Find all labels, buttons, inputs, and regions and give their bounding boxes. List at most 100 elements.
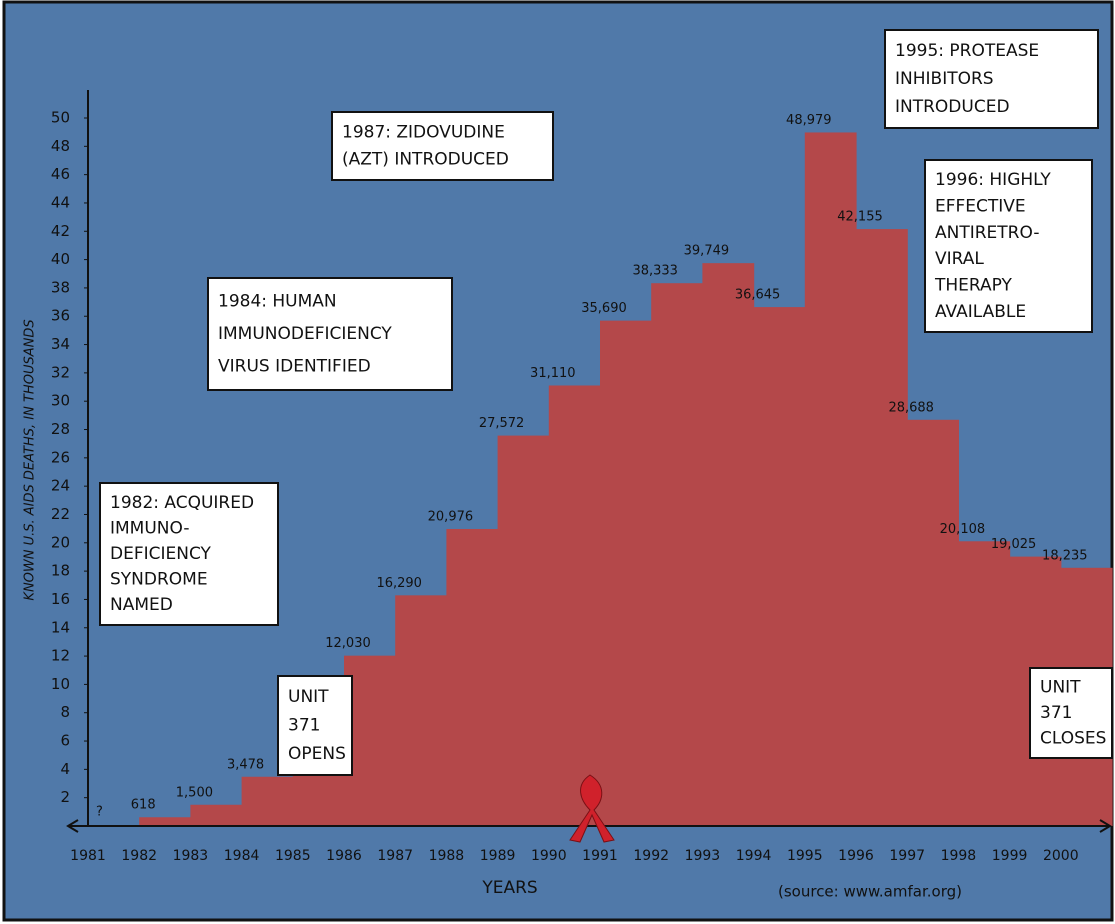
y-tick-label: 34 xyxy=(51,335,70,353)
y-tick-label: 24 xyxy=(51,477,70,495)
area-step xyxy=(242,777,294,826)
y-tick-label: 36 xyxy=(51,307,70,325)
area-step xyxy=(958,541,1010,826)
area-step xyxy=(907,420,959,826)
y-tick-label: 38 xyxy=(51,278,70,296)
x-tick-label: 1983 xyxy=(173,848,209,864)
y-tick-label: 48 xyxy=(51,137,70,155)
annotation-text: (AZT) INTRODUCED xyxy=(342,150,509,170)
annotation-text: 1996: HIGHLY xyxy=(935,170,1051,190)
value-label: 48,979 xyxy=(786,113,832,128)
area-step xyxy=(395,595,447,826)
annotation: 1984: HUMANIMMUNODEFICIENCYVIRUS IDENTIF… xyxy=(208,278,452,390)
annotation-text: INHIBITORS xyxy=(895,69,994,89)
y-tick-label: 28 xyxy=(51,420,70,438)
annotation-text: UNIT xyxy=(1040,678,1081,698)
value-label: 3,478 xyxy=(227,757,264,772)
annotation-text: 1987: ZIDOVUDINE xyxy=(342,123,505,143)
y-tick-label: 18 xyxy=(51,562,70,580)
area-step xyxy=(600,321,652,826)
annotation-text: IMMUNO- xyxy=(110,518,190,538)
y-tick-label: 12 xyxy=(51,647,70,665)
value-label: 42,155 xyxy=(837,210,883,225)
value-label: 1,500 xyxy=(176,785,213,800)
annotation-text: ANTIRETRO- xyxy=(935,223,1039,243)
x-tick-label: 1992 xyxy=(633,848,669,864)
value-label: ? xyxy=(96,805,103,820)
annotation-text: DEFICIENCY xyxy=(110,544,212,564)
y-tick-label: 44 xyxy=(51,193,70,211)
annotation-text: 1982: ACQUIRED xyxy=(110,493,254,513)
area-step xyxy=(190,805,242,826)
y-tick-label: 16 xyxy=(51,590,70,608)
y-tick-label: 26 xyxy=(51,448,70,466)
x-tick-label: 1990 xyxy=(531,848,567,864)
x-tick-label: 1996 xyxy=(838,848,874,864)
y-tick-label: 8 xyxy=(60,703,70,721)
annotation-text: SYNDROME xyxy=(110,570,208,590)
x-tick-label: 1991 xyxy=(582,848,618,864)
x-tick-label: 1981 xyxy=(70,848,106,864)
annotation-text: 371 xyxy=(288,716,320,736)
x-tick-label: 1999 xyxy=(992,848,1028,864)
y-tick-label: 42 xyxy=(51,222,70,240)
area-step xyxy=(856,229,908,826)
annotation-text: UNIT xyxy=(288,687,329,707)
y-tick-label: 22 xyxy=(51,505,70,523)
area-step xyxy=(498,436,550,826)
area-step xyxy=(139,817,191,826)
y-tick-label: 46 xyxy=(51,165,70,183)
annotation-text: OPENS xyxy=(288,744,346,764)
y-tick-label: 10 xyxy=(51,675,70,693)
y-tick-label: 4 xyxy=(60,760,70,778)
y-tick-label: 30 xyxy=(51,392,70,410)
annotation-text: THERAPY xyxy=(934,276,1013,296)
value-label: 31,110 xyxy=(530,366,576,381)
value-label: 12,030 xyxy=(325,636,371,651)
x-tick-label: 2000 xyxy=(1043,848,1079,864)
value-label: 39,749 xyxy=(684,244,730,259)
x-tick-label: 1995 xyxy=(787,848,823,864)
y-tick-label: 20 xyxy=(51,533,70,551)
y-tick-label: 6 xyxy=(60,732,70,750)
page: KNOWN U.S. AIDS DEATHS, IN THOUSANDS YEA… xyxy=(0,0,1115,924)
annotation-text: 1984: HUMAN xyxy=(218,291,337,311)
x-tick-label: 1989 xyxy=(480,848,516,864)
value-label: 16,290 xyxy=(376,576,422,591)
annotation-text: INTRODUCED xyxy=(895,97,1010,117)
value-label: 36,645 xyxy=(735,288,781,303)
x-tick-label: 1987 xyxy=(377,848,413,864)
annotation-text: IMMUNODEFICIENCY xyxy=(218,324,392,344)
value-label: 27,572 xyxy=(479,416,525,431)
area-step xyxy=(446,529,498,826)
x-tick-label: 1997 xyxy=(889,848,925,864)
x-tick-label: 1993 xyxy=(685,848,721,864)
annotation-text: AVAILABLE xyxy=(935,302,1026,322)
x-tick-label: 1984 xyxy=(224,848,260,864)
value-label: 20,976 xyxy=(428,509,474,524)
y-axis-label: KNOWN U.S. AIDS DEATHS, IN THOUSANDS xyxy=(23,319,38,600)
x-tick-label: 1988 xyxy=(429,848,465,864)
x-tick-label: 1982 xyxy=(121,848,157,864)
x-tick-label: 1998 xyxy=(941,848,977,864)
value-label: 18,235 xyxy=(1042,548,1088,563)
source: (source: www.amfar.org) xyxy=(778,883,962,901)
annotation: 1982: ACQUIREDIMMUNO-DEFICIENCYSYNDROMEN… xyxy=(100,483,278,625)
annotation-text: 371 xyxy=(1040,703,1072,723)
y-tick-label: 2 xyxy=(60,788,70,806)
value-label: 35,690 xyxy=(581,301,627,316)
x-axis-label: YEARS xyxy=(481,878,537,898)
annotation-text: EFFECTIVE xyxy=(935,197,1026,217)
x-tick-label: 1986 xyxy=(326,848,362,864)
annotation: UNIT 371 OPENS xyxy=(278,676,352,775)
value-label: 38,333 xyxy=(632,264,678,279)
area-step xyxy=(702,263,754,826)
value-label: 28,688 xyxy=(888,400,934,415)
y-tick-label: 50 xyxy=(51,109,70,127)
x-tick-label: 1994 xyxy=(736,848,772,864)
chart: KNOWN U.S. AIDS DEATHS, IN THOUSANDS YEA… xyxy=(0,0,1115,924)
area-step xyxy=(754,307,806,826)
area-step xyxy=(651,283,703,826)
